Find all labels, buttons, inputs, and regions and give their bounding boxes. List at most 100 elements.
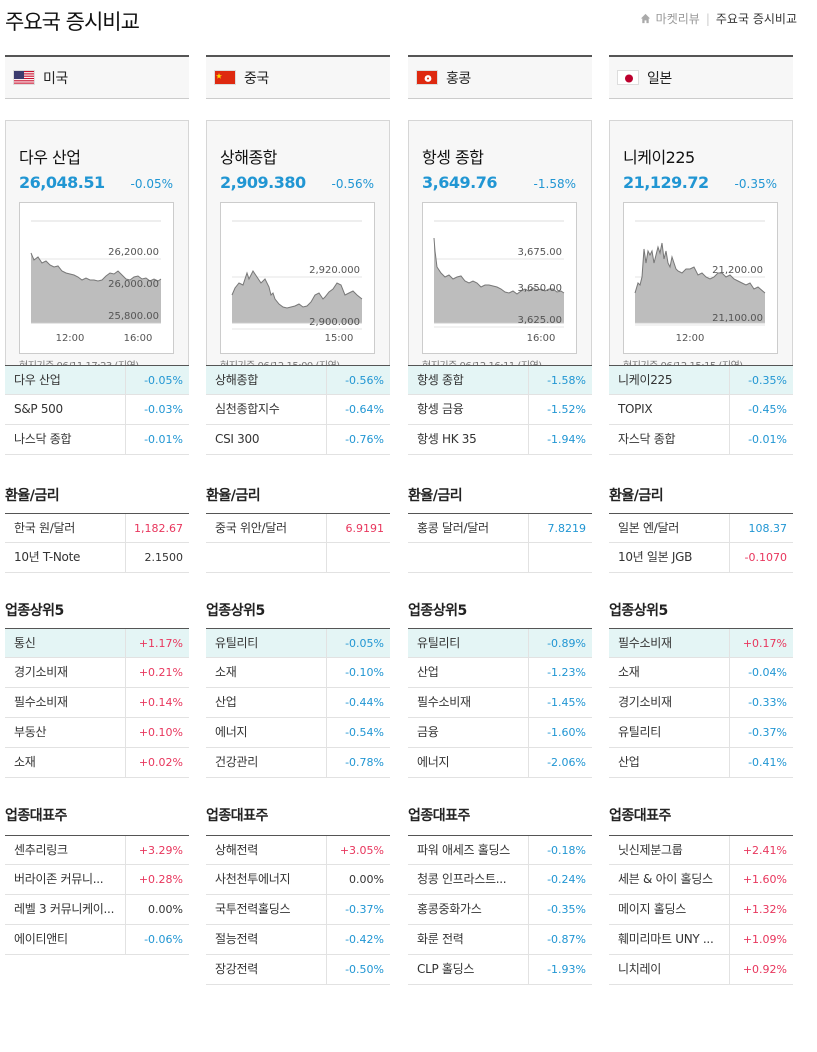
fx-value: 2.1500 [144,551,184,564]
country-tab[interactable]: 홍콩 [408,55,592,99]
fx-row[interactable]: 10년 T-Note 2.1500 [5,543,189,573]
stock-row[interactable]: 절능전력 -0.42% [206,925,390,955]
stock-row[interactable]: 레벨 3 커뮤니케이... 0.00% [5,895,189,925]
stock-row[interactable]: 국투전력홀딩스 -0.37% [206,895,390,925]
stock-row[interactable]: 사천천투에너지 0.00% [206,865,390,895]
hongkong-flag-icon [416,70,438,85]
stock-row[interactable]: 청콩 인프라스트... -0.24% [408,865,592,895]
index-row[interactable]: 나스닥 종합 -0.01% [5,425,189,455]
fx-value: 6.9191 [345,522,385,535]
index-card[interactable]: 항셍 종합 3,649.76 -1.58% 3,675.00 3,650.00 3,625… [408,120,592,390]
sector-row[interactable]: 필수소비재 -1.45% [408,688,592,718]
sector-row[interactable]: 산업 -0.44% [206,688,390,718]
sector-row[interactable]: 경기소비재 +0.21% [5,658,189,688]
fx-row[interactable]: 10년 일본 JGB -0.1070 [609,543,793,573]
index-row[interactable]: 심천종합지수 -0.64% [206,395,390,425]
sector-row[interactable]: 건강관리 -0.78% [206,748,390,778]
sector-value: -0.44% [345,696,384,709]
index-row[interactable]: 니케이225 -0.35% [609,365,793,395]
sector-row[interactable]: 에너지 -2.06% [408,748,592,778]
stock-row[interactable]: 닛신제분그룹 +2.41% [609,835,793,865]
sector-name: 에너지 [408,748,529,777]
intraday-chart: 3,675.00 3,650.00 3,625.00 16:00 [422,202,577,354]
stock-row[interactable]: 세븐 & 아이 홀딩스 +1.60% [609,865,793,895]
sector-row[interactable]: 유틸리티 -0.05% [206,628,390,658]
index-row[interactable]: 항셍 금융 -1.52% [408,395,592,425]
stock-section-title: 업종대표주 [206,808,268,824]
sector-value: -1.23% [547,666,586,679]
fx-row[interactable]: 일본 엔/달러 108.37 [609,513,793,543]
fx-row[interactable]: 한국 원/달러 1,182.67 [5,513,189,543]
stock-row[interactable]: 장강전력 -0.50% [206,955,390,985]
sector-row[interactable]: 필수소비재 +0.17% [609,628,793,658]
index-card[interactable]: 다우 산업 26,048.51 -0.05% 26,200.00 26,000.00 25… [5,120,189,390]
intraday-chart: 2,920.000 2,900.000 15:00 [220,202,375,354]
sector-row[interactable]: 유틸리티 -0.37% [609,718,793,748]
stock-row[interactable]: 니치레이 +0.92% [609,955,793,985]
home-icon[interactable] [640,13,651,24]
sector-name: 유틸리티 [408,629,529,657]
fx-name: 홍콩 달러/달러 [408,514,529,542]
stock-row[interactable]: 파워 애세즈 홀딩스 -0.18% [408,835,592,865]
fx-row[interactable]: 홍콩 달러/달러 7.8219 [408,513,592,543]
fx-name [206,543,327,572]
sector-name: 금융 [408,718,529,747]
country-tab[interactable]: 미국 [5,55,189,99]
sector-row[interactable]: 소재 +0.02% [5,748,189,778]
index-row[interactable]: 자스닥 종합 -0.01% [609,425,793,455]
stock-row[interactable]: 센추리링크 +3.29% [5,835,189,865]
stock-value: -0.37% [345,903,384,916]
breadcrumb-market-review[interactable]: 마켓리뷰 [655,12,700,26]
country-name: 미국 [43,70,68,87]
sector-row[interactable]: 금융 -1.60% [408,718,592,748]
sector-row[interactable]: 통신 +1.17% [5,628,189,658]
index-name: 다우 산업 [19,148,81,167]
index-card[interactable]: 니케이225 21,129.72 -0.35% 21,200.00 21,100.00 1… [609,120,793,390]
index-row[interactable]: 항셍 종합 -1.58% [408,365,592,395]
stock-row[interactable]: 홍콩중화가스 -0.35% [408,895,592,925]
sector-name: 산업 [609,748,730,777]
stock-row[interactable]: 메이지 홀딩스 +1.32% [609,895,793,925]
sector-row[interactable]: 경기소비재 -0.33% [609,688,793,718]
fx-name: 10년 일본 JGB [609,543,730,572]
stock-name: 홍콩중화가스 [408,895,529,924]
index-card[interactable]: 상해종합 2,909.380 -0.56% 2,920.000 2,900.000 15:… [206,120,390,390]
fx-row[interactable]: 중국 위안/달러 6.9191 [206,513,390,543]
sector-row[interactable]: 필수소비재 +0.14% [5,688,189,718]
chart-line [231,270,363,309]
sector-row[interactable]: 소재 -0.10% [206,658,390,688]
index-row[interactable]: S&P 500 -0.03% [5,395,189,425]
stock-row[interactable]: CLP 홀딩스 -1.93% [408,955,592,985]
sector-row[interactable]: 에너지 -0.54% [206,718,390,748]
sector-row[interactable]: 유틸리티 -0.89% [408,628,592,658]
fx-value: 1,182.67 [134,522,183,535]
sector-row[interactable]: 부동산 +0.10% [5,718,189,748]
chart-line [30,252,162,282]
index-row[interactable]: 다우 산업 -0.05% [5,365,189,395]
stock-row[interactable]: 훼미리마트 UNY ... +1.09% [609,925,793,955]
stock-value: -0.35% [547,903,586,916]
stock-row[interactable]: 버라이존 커뮤니... +0.28% [5,865,189,895]
sector-name: 통신 [5,629,126,657]
chart-y-tick-label: 3,650.00 [517,283,562,294]
index-row[interactable]: TOPIX -0.45% [609,395,793,425]
sector-row[interactable]: 산업 -0.41% [609,748,793,778]
index-row[interactable]: 상해종합 -0.56% [206,365,390,395]
index-row[interactable]: 항셍 HK 35 -1.94% [408,425,592,455]
chart-y-tick-label: 3,625.00 [517,315,562,326]
stock-row[interactable]: 에이티앤티 -0.06% [5,925,189,955]
stock-row[interactable]: 상해전력 +3.05% [206,835,390,865]
index-name: 심천종합지수 [206,395,327,424]
sector-row[interactable]: 소재 -0.04% [609,658,793,688]
index-change: -0.35% [734,177,777,191]
stock-name: 상해전력 [206,836,327,864]
sector-row[interactable]: 산업 -1.23% [408,658,592,688]
index-row[interactable]: CSI 300 -0.76% [206,425,390,455]
intraday-chart: 26,200.00 26,000.00 25,800.00 12:00 16:00 [19,202,174,354]
stock-section-title: 업종대표주 [609,808,671,824]
index-change: -1.58% [533,177,576,191]
stock-row[interactable]: 화룬 전력 -0.87% [408,925,592,955]
country-tab[interactable]: 중국 [206,55,390,99]
country-tab[interactable]: 일본 [609,55,793,99]
sector-value: -0.05% [345,637,384,650]
